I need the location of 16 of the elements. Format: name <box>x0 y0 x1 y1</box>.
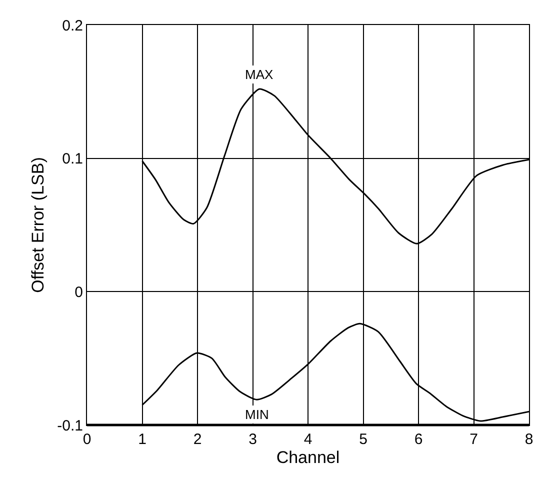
x-tick-label: 7 <box>470 431 478 448</box>
x-axis-title: Channel <box>276 448 340 467</box>
y-tick-label: 0 <box>74 284 83 301</box>
x-tick-label: 1 <box>138 431 146 448</box>
x-tick-label: 3 <box>248 431 257 448</box>
y-tick-label: 0.2 <box>62 17 83 34</box>
annotation: MAX <box>245 67 274 82</box>
x-tick-label: 5 <box>359 431 368 448</box>
y-tick-label: 0.1 <box>62 150 83 168</box>
annotation: MIN <box>245 407 269 422</box>
x-tick-label: 8 <box>524 431 534 448</box>
y-tick-label: -0.1 <box>57 417 83 434</box>
y-axis-title: Offset Error (LSB) <box>28 157 48 293</box>
x-tick-label: 2 <box>193 431 202 448</box>
x-tick-label: 4 <box>304 431 312 448</box>
x-tick-label: 6 <box>414 431 423 448</box>
